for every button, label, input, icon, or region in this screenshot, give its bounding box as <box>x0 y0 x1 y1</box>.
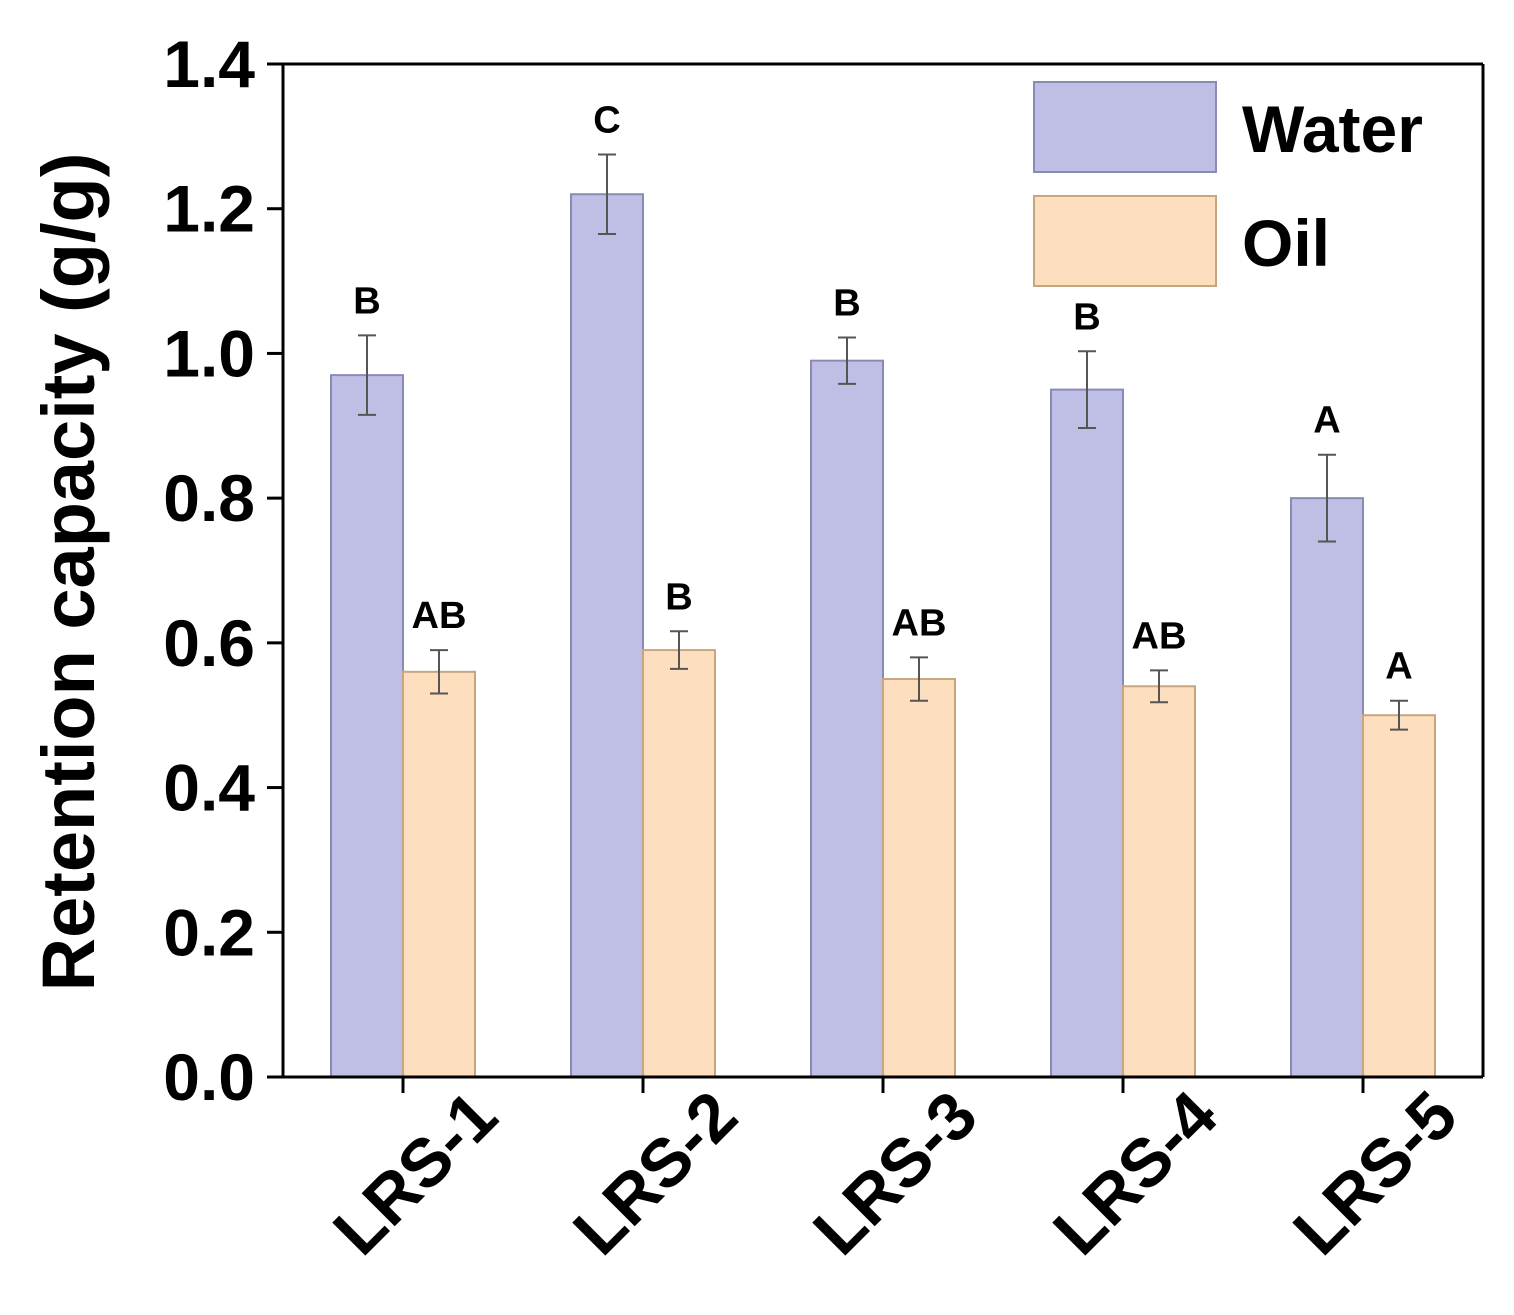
significance-label: B <box>353 280 380 322</box>
x-tick-label: LRS-2 <box>559 1077 752 1270</box>
y-tick-label: 0.0 <box>163 1040 255 1114</box>
bar-oil-1 <box>402 670 476 1078</box>
bar-water-3 <box>810 359 884 1078</box>
bar-oil-4 <box>1122 685 1196 1078</box>
bar-oil-3 <box>882 678 956 1078</box>
y-tick-label: 0.6 <box>163 606 255 680</box>
plot-area: B AB C B B AB B AB A A 0.0 0.2 0.4 0.6 0.8 1.0 1.2 1.4 LRS… <box>163 27 1485 1270</box>
legend-label: Oil <box>1242 206 1330 280</box>
bar-water-2 <box>570 193 644 1078</box>
x-tick-label: LRS-5 <box>1279 1077 1472 1270</box>
bar-water-1 <box>330 374 404 1078</box>
y-axis-title: Retention capacity (g/g) <box>27 153 110 992</box>
bar-water-5 <box>1290 497 1364 1078</box>
y-tick-label: 0.8 <box>163 461 255 535</box>
x-tick-label: LRS-3 <box>799 1077 992 1270</box>
legend-swatch-water <box>1033 81 1217 173</box>
significance-label: AB <box>1132 615 1187 657</box>
bar-oil-5 <box>1362 714 1436 1078</box>
bar-water-4 <box>1050 388 1124 1079</box>
significance-label: B <box>665 576 692 618</box>
significance-label: B <box>833 283 860 325</box>
bar-oil-2 <box>642 649 716 1078</box>
legend-label: Water <box>1242 92 1423 166</box>
y-tick-label: 1.0 <box>163 316 255 390</box>
y-tick-label: 1.4 <box>163 27 255 101</box>
significance-label: AB <box>412 595 467 637</box>
significance-label: B <box>1073 296 1100 338</box>
significance-label: C <box>593 99 620 141</box>
x-tick-label: LRS-1 <box>319 1077 512 1270</box>
x-tick-label: LRS-4 <box>1039 1077 1232 1270</box>
y-tick-label: 1.2 <box>163 172 255 246</box>
significance-label: A <box>1385 646 1412 688</box>
y-tick-label: 0.2 <box>163 895 255 969</box>
significance-label: A <box>1313 400 1340 442</box>
legend-swatch-oil <box>1033 195 1217 287</box>
y-tick-label: 0.4 <box>163 751 255 825</box>
significance-label: AB <box>892 602 947 644</box>
